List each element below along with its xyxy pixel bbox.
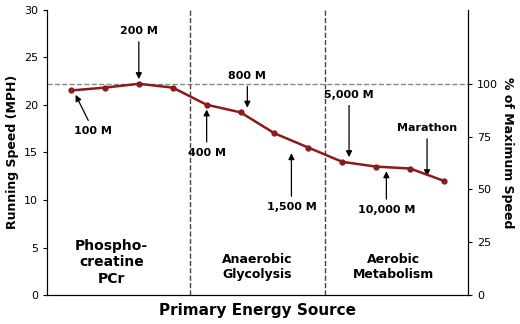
Text: 5,000 M: 5,000 M bbox=[324, 90, 374, 156]
Text: 400 M: 400 M bbox=[188, 111, 226, 157]
Text: 1,500 M: 1,500 M bbox=[267, 155, 316, 212]
Text: Phospho-
creatine
PCr: Phospho- creatine PCr bbox=[75, 239, 148, 285]
Y-axis label: % of Maximum Speed: % of Maximum Speed bbox=[501, 77, 514, 228]
Text: 200 M: 200 M bbox=[120, 26, 158, 78]
Text: Aerobic
Metabolism: Aerobic Metabolism bbox=[353, 253, 434, 281]
Text: 100 M: 100 M bbox=[74, 96, 112, 136]
Text: 800 M: 800 M bbox=[228, 71, 266, 106]
Text: 10,000 M: 10,000 M bbox=[358, 173, 415, 215]
X-axis label: Primary Energy Source: Primary Energy Source bbox=[159, 304, 356, 318]
Text: Anaerobic
Glycolysis: Anaerobic Glycolysis bbox=[222, 253, 293, 281]
Y-axis label: Running Speed (MPH): Running Speed (MPH) bbox=[6, 75, 19, 229]
Text: Marathon: Marathon bbox=[397, 123, 457, 175]
